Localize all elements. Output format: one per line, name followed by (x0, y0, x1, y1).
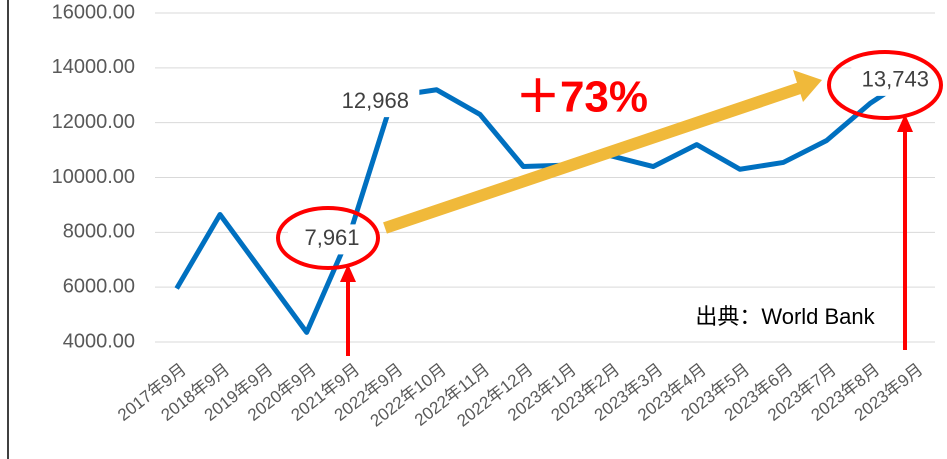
trend-arrowhead (793, 70, 822, 102)
data-label-bg (851, 65, 940, 96)
data-line (174, 72, 915, 335)
growth-annotation: ＋73% (516, 73, 648, 122)
trend-arrow (383, 82, 802, 234)
y-tick-label: 8000.00 (63, 221, 135, 243)
data-label-bg (288, 224, 376, 255)
y-tick-label: 10000.00 (52, 166, 135, 188)
y-tick-label: 16000.00 (52, 1, 135, 23)
plot (174, 72, 915, 335)
y-tick-label: 6000.00 (63, 275, 135, 297)
overlay: 7,961 12,968 13,743 ＋73% 出典：World Bank (276, 50, 943, 356)
pointer-arrowhead (897, 114, 913, 132)
grid: 4000.00 6000.00 8000.00 10000.00 12000.00 140… (52, 1, 935, 431)
data-label: 12,968 (342, 88, 409, 113)
data-label: 7,961 (304, 225, 359, 250)
y-tick-label: 4000.00 (63, 330, 135, 352)
source-annotation: 出典：World Bank (695, 304, 875, 329)
y-tick-label: 12000.00 (52, 111, 135, 133)
data-label-bg (331, 87, 420, 118)
pointer-arrowhead (340, 264, 356, 282)
highlight-ellipse (276, 206, 380, 270)
y-tick-label: 14000.00 (52, 56, 135, 78)
highlight-ellipse (827, 50, 943, 120)
data-label: 13,743 (862, 67, 929, 92)
